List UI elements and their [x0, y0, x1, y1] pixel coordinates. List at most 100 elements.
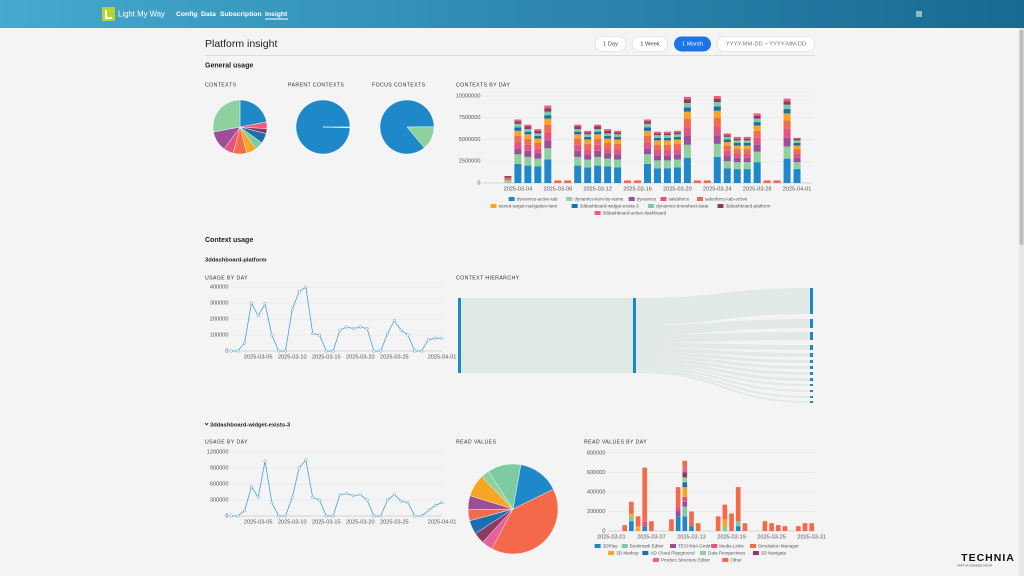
bar-segment: [524, 124, 532, 127]
bar-segment: [723, 135, 731, 137]
button-bg: [674, 36, 711, 52]
menu-line: [916, 11, 922, 13]
bar-segment: [663, 137, 671, 141]
bar-segment: [614, 136, 622, 140]
legend-label: dynamics-timesheet-state: [656, 203, 709, 208]
bar-segment: [783, 146, 791, 159]
bar-segment: [793, 169, 801, 183]
bar-segment: [723, 142, 731, 146]
sankey-node: [810, 353, 813, 357]
bar-segment: [682, 516, 688, 531]
usage-point: [413, 349, 417, 353]
nav-item[interactable]: Config: [176, 11, 198, 18]
button-bg: [594, 36, 627, 52]
sankey-node[interactable]: [458, 298, 461, 373]
y-tick-label: 0: [477, 180, 480, 186]
usage-point: [236, 349, 240, 353]
bar-segment: [682, 460, 688, 468]
usage-point: [440, 336, 444, 340]
sankey-node: [810, 332, 813, 340]
context-name: 3ddashboard-widget-exists-3: [210, 423, 291, 429]
sankey-flow: [636, 368, 810, 398]
bar-segment: [653, 155, 661, 161]
sankey-node: [810, 378, 813, 381]
bar-segment: [614, 143, 622, 150]
scrollbar-thumb[interactable]: [1019, 30, 1024, 245]
usage-point: [392, 493, 396, 497]
date-range-input[interactable]: YYYY-MM-DD ~ YYYY-MM-DD: [716, 36, 816, 52]
x-tick-label: 2025-03-10: [278, 354, 307, 360]
bar-segment: [733, 157, 741, 163]
bar-segment: [644, 148, 651, 155]
sankey-diagram: [458, 288, 813, 403]
sankey-node[interactable]: [633, 298, 636, 373]
bar-segment: [584, 143, 592, 150]
legend-label: 3DPlay: [603, 543, 619, 548]
bar-segment: [722, 526, 728, 531]
bar-segment: [604, 129, 612, 131]
bar-segment: [574, 134, 582, 139]
nav-item[interactable]: Subscription: [220, 11, 262, 18]
chart-title: CONTEXT HIERARCHY: [456, 275, 520, 281]
bar-segment: [713, 156, 721, 183]
range-button[interactable]: 1 Week: [631, 36, 669, 52]
bar-segment: [793, 153, 801, 158]
bar-segment: [783, 101, 791, 105]
x-tick-label: 2025-03-15: [312, 519, 341, 525]
sankey-node: [810, 366, 813, 369]
bar-segment: [614, 149, 622, 155]
logo-text[interactable]: Light My Way: [118, 10, 165, 19]
section-heading: General usage: [205, 62, 253, 69]
chart-title: USAGE BY DAY: [205, 275, 248, 281]
range-button[interactable]: 1 Day: [594, 36, 627, 52]
bar-segment: [524, 165, 532, 183]
legend-swatch: [648, 204, 655, 208]
bar-segment: [733, 136, 741, 139]
legend-swatch: [700, 551, 706, 555]
sankey-node: [810, 390, 813, 392]
bar-segment: [673, 154, 681, 160]
pie-slice: [322, 126, 351, 129]
bar-segment: [604, 158, 612, 167]
range-button-active[interactable]: 1 Month: [674, 36, 711, 52]
usage-point: [229, 349, 233, 353]
sankey-flow: [636, 366, 810, 392]
sankey-node: [810, 360, 813, 363]
nav-item[interactable]: Insight: [265, 11, 288, 18]
button-label: 1 Month: [682, 42, 703, 48]
bar-segment: [514, 127, 522, 131]
x-tick-label: 2025-03-12: [583, 186, 612, 192]
bar-segment: [629, 516, 634, 522]
bar-segment: [713, 98, 721, 103]
bar-segment: [514, 148, 522, 155]
bar-segment: [663, 144, 671, 150]
usage-point: [379, 349, 383, 353]
bar-segment: [584, 149, 592, 155]
sankey-node: [810, 384, 813, 386]
bar-segment: [703, 180, 711, 183]
bar-segment: [673, 136, 681, 140]
bar-segment: [544, 115, 552, 119]
bar-segment: [723, 156, 731, 162]
usage-point: [311, 495, 315, 499]
bar-segment: [604, 153, 612, 159]
bar-segment: [722, 519, 728, 527]
bar-segment: [644, 121, 651, 124]
usage-point: [406, 333, 410, 337]
bar-segment: [673, 130, 681, 133]
bar-segment: [604, 166, 612, 183]
menu-icon[interactable]: [916, 11, 922, 17]
y-tick-label: 600000: [587, 470, 606, 476]
bar-segment: [763, 180, 771, 183]
bar-segment: [793, 138, 801, 141]
bar-segment: [733, 142, 741, 146]
bar-segment: [504, 176, 512, 178]
usage-point: [399, 328, 403, 332]
bar-segment: [524, 129, 532, 132]
collapse-chevron[interactable]: [204, 422, 209, 426]
bar-segment: [733, 140, 741, 143]
nav-item[interactable]: Data: [201, 11, 216, 18]
x-tick-label: 2025-03-19: [717, 534, 746, 540]
bar-segment: [644, 163, 651, 183]
